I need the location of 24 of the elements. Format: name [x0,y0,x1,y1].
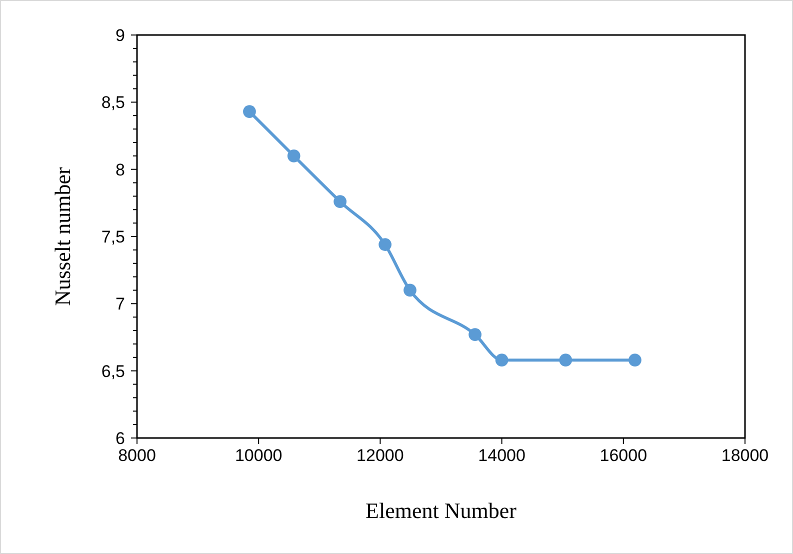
y-tick-label: 7 [116,294,125,314]
x-tick-label: 16000 [600,446,648,465]
point [378,238,392,251]
y-tick-label: 6 [116,428,125,448]
x-tick-label: 18000 [721,446,769,465]
y-axis-title: Nusselt number [50,166,75,306]
point [243,105,256,118]
y-tick-label: 8,5 [101,93,125,112]
point [628,354,642,367]
point [287,149,300,162]
y-tick-label: 8 [116,160,125,180]
point [404,284,416,297]
y-tick-label: 6,5 [101,362,125,381]
point [495,354,508,367]
x-tick-label: 12000 [356,446,404,465]
y-tick-label: 7,5 [101,227,125,246]
x-tick-label: 10000 [234,446,282,465]
point [468,328,482,341]
x-tick-label: 8000 [118,446,156,465]
x-axis-title: Element Number [366,498,518,523]
point [334,195,347,208]
x-tick-label: 14000 [478,446,526,465]
point [559,354,572,367]
y-tick-label: 9 [116,26,125,45]
